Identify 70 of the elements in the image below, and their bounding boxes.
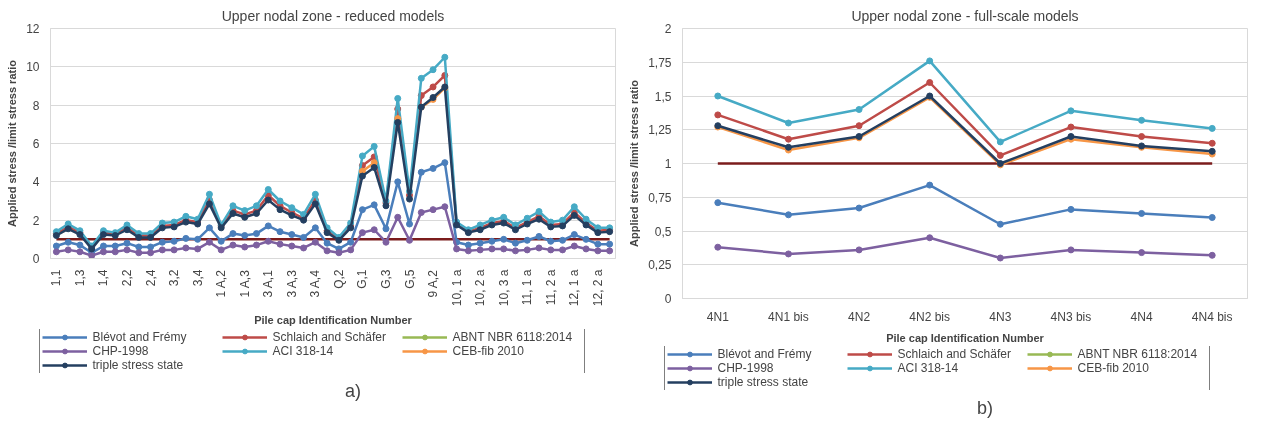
x-axis-title: Pile cap Identification Number <box>254 314 413 327</box>
legend-label: CEB-fib 2010 <box>1077 361 1150 375</box>
x-tick-label: 4N4 <box>1130 309 1153 324</box>
legend-label: ABNT NBR 6118:2014 <box>452 330 574 344</box>
legend-label: Schlaich and Schäfer <box>272 330 387 344</box>
x-tick-label: 4N1 <box>706 309 730 324</box>
x-tick-label: 4N1 bis <box>768 309 809 324</box>
y-axis-title: Applied stress /limit stress ratio <box>628 79 641 247</box>
legend-label: Schlaich and Schäfer <box>897 347 1012 361</box>
x-tick-label: 10, 1 a <box>449 269 464 307</box>
legend-label: Blévot and Frémy <box>717 347 813 361</box>
y-tick-label: 12 <box>26 22 40 36</box>
x-tick-label: 4N3 bis <box>1050 309 1092 324</box>
x-tick-label: 1 A,2 <box>214 269 229 298</box>
x-tick-label: G,1 <box>355 269 370 289</box>
x-tick-label: 3,2 <box>167 269 182 287</box>
y-tick-label: 0,25 <box>648 258 672 273</box>
x-tick-label: G,3 <box>378 269 393 289</box>
legend-label: triple stress state <box>92 358 185 372</box>
legend-label: ACI 318-14 <box>897 361 960 375</box>
chart-title: Upper nodal zone - reduced models <box>221 7 445 24</box>
legend-label: Blévot and Frémy <box>92 330 188 344</box>
x-tick-label: 3,4 <box>190 269 205 287</box>
x-tick-label: 10, 2 a <box>473 269 488 307</box>
legend-label: ABNT NBR 6118:2014 <box>1077 347 1199 361</box>
y-tick-label: 0 <box>664 292 672 306</box>
x-tick-label: 1,3 <box>72 269 87 287</box>
y-tick-label: 1,25 <box>648 123 672 138</box>
y-tick-label: 6 <box>32 137 40 151</box>
legend-label: CEB-fib 2010 <box>452 344 525 358</box>
x-tick-label: 4N3 <box>989 309 1012 324</box>
legend-label: triple stress state <box>717 375 810 389</box>
y-tick-label: 4 <box>32 175 40 190</box>
text: b) <box>977 397 994 418</box>
y-axis-title: Applied stress /limit stress ratio <box>6 59 19 227</box>
x-tick-label: 12, 1 a <box>567 269 582 307</box>
x-tick-label: 3 A,1 <box>261 269 276 298</box>
y-tick-label: 0,5 <box>654 224 672 239</box>
legend-label: CHP-1998 <box>92 344 150 358</box>
x-tick-label: 4N4 bis <box>1191 309 1233 324</box>
legend-label: ACI 318-14 <box>272 344 335 358</box>
chart-title: Upper nodal zone - full-scale models <box>851 7 1079 24</box>
y-tick-label: 10 <box>26 60 40 75</box>
x-tick-label: 1 A,3 <box>237 269 252 298</box>
x-tick-label: 3 A,3 <box>284 269 299 298</box>
x-tick-label: 4N2 bis <box>909 309 951 324</box>
x-axis-title: Pile cap Identification Number <box>886 331 1045 344</box>
y-tick-label: 2 <box>664 22 672 36</box>
y-tick-label: 2 <box>32 213 40 228</box>
x-tick-label: 11, 2 a <box>543 269 558 306</box>
text: a) <box>345 380 362 401</box>
y-tick-label: 8 <box>32 98 40 113</box>
x-tick-label: 4N2 <box>848 309 871 324</box>
x-tick-label: G,5 <box>402 269 417 289</box>
x-tick-label: 12, 2 a <box>590 269 605 307</box>
x-tick-label: 9 A,2 <box>426 269 441 298</box>
x-tick-label: 2,4 <box>143 269 158 287</box>
x-tick-label: 1,1 <box>49 269 64 287</box>
x-tick-label: 1,4 <box>96 269 111 287</box>
x-tick-label: 11, 1 a <box>520 269 535 306</box>
legend-label: CHP-1998 <box>717 361 775 375</box>
y-tick-label: 0,75 <box>648 190 672 205</box>
x-tick-label: 10, 3 a <box>496 269 511 307</box>
y-tick-label: 0 <box>32 252 40 266</box>
y-tick-label: 1 <box>664 157 672 171</box>
y-tick-label: 1,75 <box>648 55 672 70</box>
x-tick-label: Q,2 <box>331 269 346 289</box>
x-tick-label: 2,2 <box>120 269 135 287</box>
y-tick-label: 1,5 <box>654 89 672 104</box>
x-tick-label: 3 A,4 <box>308 269 323 298</box>
